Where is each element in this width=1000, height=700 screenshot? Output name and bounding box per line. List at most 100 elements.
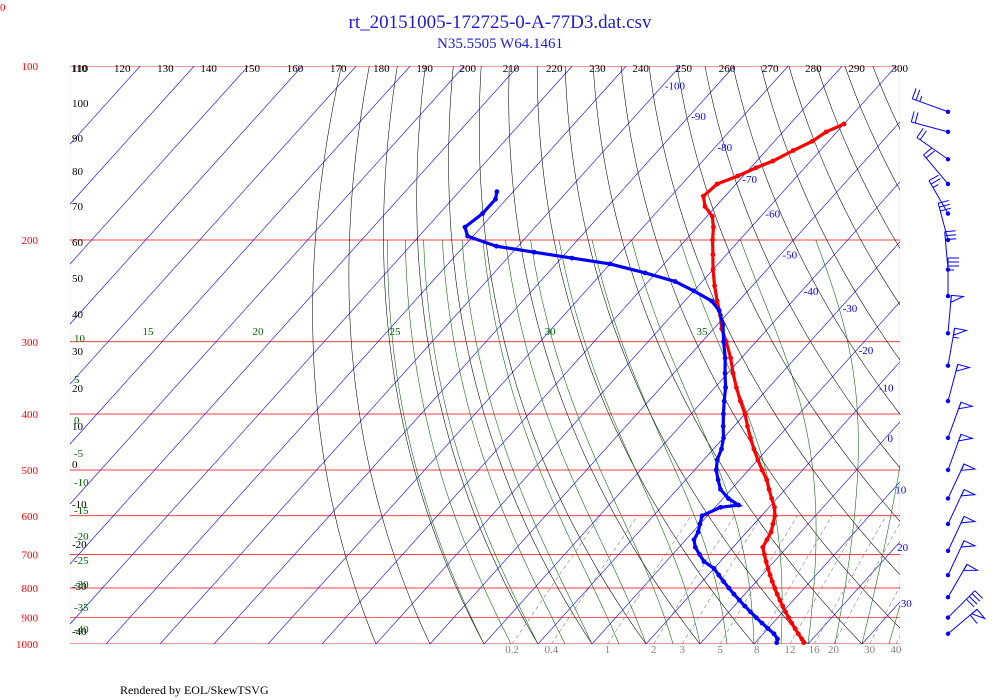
temperature-point-39 [762,552,767,557]
mixing-ratio-label-1: 1 [605,644,611,656]
temperature-point-3 [790,148,796,153]
dewpoint-point-17 [722,370,728,376]
wind-barb-2 [916,128,951,162]
dewpoint-point-20 [721,411,726,417]
dry-adiabat-60 [676,66,900,522]
wind-barb-flag-5 [939,203,950,208]
dewpoint-point-51 [774,640,780,646]
wind-barb-flag-2 [919,130,927,141]
wind-barb-staff-6 [944,231,949,270]
isobar-label-900: 900 [22,613,39,625]
dry-adiabat-90 [760,66,900,361]
dry-adiabat--40 [383,66,485,644]
isobar-label-700: 700 [22,549,39,561]
wind-barb-flag-3 [925,150,935,159]
temperature-point-25 [745,423,750,429]
isobar-label-600: 600 [22,511,39,523]
temperature-point-23 [738,398,743,404]
isotherm-10 [753,481,900,644]
isotherm-30 [861,601,900,644]
mixing-ratio-label-3: 3 [680,644,686,656]
temperature-point-24 [742,411,748,417]
wind-barb-pennant-14 [960,488,977,497]
temperature-point-45 [774,591,780,597]
temperature-point-0 [841,121,847,127]
temperature-point-40 [763,559,769,564]
moist-adiabat-0 [558,239,701,644]
temperature-point-20 [728,355,733,361]
wind-barb-4 [928,174,951,216]
dry-adiabat--20 [448,66,593,644]
isotherm-label--90: -90 [691,111,706,123]
moist-adiabat--40 [387,240,485,644]
dewpoint-point-0 [494,189,500,195]
wind-barb-6 [944,230,957,272]
wind-barb-3 [923,147,951,187]
wind-barb-7 [945,257,959,299]
isotherm--170 [70,66,303,325]
wind-barb-17 [945,563,980,600]
isotherm--140 [70,66,465,505]
dewpoint-point-7 [569,255,575,261]
wind-barb-staff-1 [911,121,949,133]
wind-barb-half-flag-4 [932,184,939,188]
moist-adiabat-10 [631,239,755,644]
dry-adiabat--50 [348,66,431,644]
moist-adiabat-top-label-35: 35 [697,326,709,338]
dry-adiabat-50 [648,66,900,576]
isotherm--30 [537,241,900,644]
wind-barb-1 [910,111,951,135]
isotherm-0 [699,421,900,644]
dewpoint-point-29 [736,502,741,508]
isobar-label-500: 500 [22,465,39,477]
temperature-point-16 [714,298,720,304]
mixing-ratio-label-5: 5 [717,644,723,656]
mixing-ratio-line-2 [653,515,735,644]
wind-barb-half-flag-0 [919,95,923,102]
dry-adiabat-left-label-80: 80 [72,166,84,178]
dewpoint-point-44 [742,603,748,609]
mixing-ratio-line-16 [813,515,887,644]
dry-adiabat-top-label-160: 160 [287,63,304,75]
dry-adiabat-130 [872,66,900,130]
temperature-point-8 [701,193,706,199]
isotherm-label--100: -100 [665,80,686,92]
wind-barb-flag-5 [940,207,951,212]
dewpoint-point-12 [709,298,715,304]
wind-barb-flag-0 [911,88,917,99]
isobar-label-400: 400 [22,409,39,421]
dry-adiabat-20 [564,66,809,644]
moist-adiabat--15 [482,239,620,644]
temperature-point-47 [780,603,786,609]
isotherm-label--70: -70 [742,174,757,186]
mixing-ratio-line-3 [682,515,762,644]
mixing-ratio-line-5 [719,515,798,644]
chart-subtitle: N35.5505 W64.1461 [437,36,563,52]
dewpoint-point-31 [699,513,705,519]
wind-barb-flag-18 [968,595,978,605]
isotherm-label--50: -50 [782,250,797,262]
dry-adiabat-70 [704,66,900,469]
moist-adiabat-top-label-30: 30 [545,326,557,338]
temperature-point-41 [765,566,771,571]
mixing-ratio-label-20: 20 [828,644,840,656]
dewpoint-point-2 [480,211,485,216]
temperature-point-44 [772,585,778,591]
dry-adiabat--60 [312,66,377,644]
wind-barb-pennant-11 [957,401,975,410]
temperature-point-30 [764,477,770,483]
isobar-label-300: 300 [22,337,39,349]
sounding-traces [462,121,847,646]
isotherm-50 [970,66,1000,644]
moist-adiabat-left-label--35: -35 [74,602,89,614]
moist-adiabat-top-label-15: 15 [143,326,155,338]
isotherm--40 [483,181,900,644]
dry-adiabat-top-label-150: 150 [244,63,261,75]
isobar-label-800: 800 [22,583,39,595]
moist-adiabat-20 [740,239,817,644]
temperature-point-21 [730,370,736,376]
isotherm-label-30: 30 [901,598,913,610]
dry-adiabat-left-label--40: -40 [72,626,87,638]
mixing-ratio-label-8: 8 [754,644,760,656]
isotherm-label-10: 10 [895,484,907,496]
